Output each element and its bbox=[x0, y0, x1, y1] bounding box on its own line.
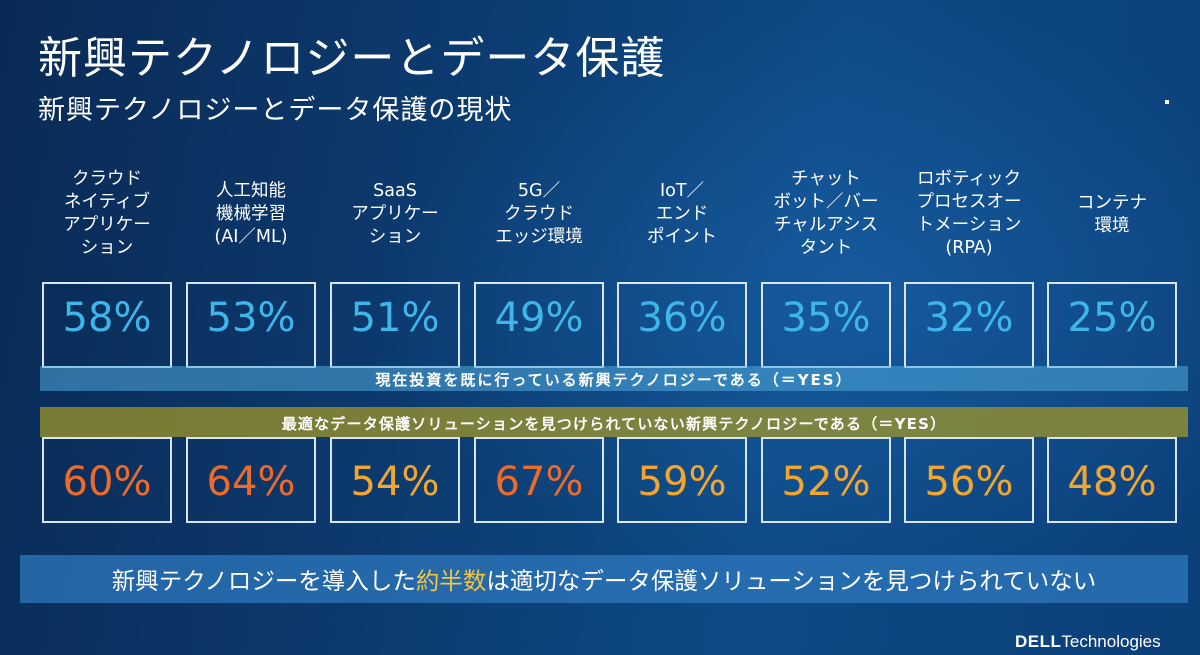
investing-percent-box: 35% bbox=[761, 282, 891, 368]
investing-band-text: 現在投資を既に行っている新興テクノロジーである（＝YES） bbox=[375, 371, 853, 389]
investing-percent: 35% bbox=[781, 295, 871, 341]
no-solution-percent-box: 52% bbox=[761, 437, 891, 523]
bottom-message-bar: 新興テクノロジーを導入した 約半数 は適切なデータ保護ソリューションを見つけられてい… bbox=[20, 555, 1188, 603]
dell-technologies-logo: DELLTechnologies bbox=[1015, 632, 1161, 652]
category-label-line: IoT／ bbox=[659, 181, 705, 201]
category-label-line: チャット bbox=[791, 169, 861, 189]
category-label-line: クラウド bbox=[504, 204, 574, 224]
category-label-line: ション bbox=[368, 227, 422, 247]
slide-subtitle: 新興テクノロジーとデータ保護の現状 bbox=[38, 95, 513, 126]
bottom-message-before: 新興テクノロジーを導入した bbox=[111, 567, 416, 595]
category-label-line: アプリケー bbox=[351, 204, 439, 224]
investing-percent-box: 49% bbox=[474, 282, 604, 368]
logo-suffix: Technologies bbox=[1061, 632, 1161, 651]
category-label-line: ション bbox=[80, 238, 134, 258]
category-label-line: ロボティック bbox=[917, 169, 1021, 189]
bottom-message-highlight: 約半数 bbox=[415, 567, 487, 595]
category-label-line: (AI／ML) bbox=[214, 227, 288, 247]
no-solution-percent-box: 56% bbox=[904, 437, 1034, 523]
category-label-line: 環境 bbox=[1094, 216, 1130, 236]
no-solution-percent-box: 54% bbox=[330, 437, 460, 523]
no-solution-percent: 67% bbox=[494, 459, 584, 505]
slide-title: 新興テクノロジーとデータ保護 bbox=[38, 33, 666, 84]
no-solution-percent-box: 60% bbox=[42, 437, 172, 523]
category-label-line: トメーション bbox=[916, 215, 1022, 235]
category-label-line: SaaS bbox=[373, 181, 417, 201]
category-label: クラウドネイティブアプリケーション bbox=[37, 168, 177, 260]
no-solution-percent: 64% bbox=[206, 459, 296, 505]
no-solution-percent-box: 64% bbox=[186, 437, 316, 523]
category-label: チャットボット／バー チャルアシス タント bbox=[756, 168, 896, 260]
category-label-line: エンド bbox=[655, 204, 709, 224]
no-solution-percent: 60% bbox=[62, 459, 152, 505]
no-solution-percent: 59% bbox=[637, 459, 727, 505]
no-solution-percent-box: 67% bbox=[474, 437, 604, 523]
bottom-message-after: は適切なデータ保護ソリューションを見つけられていない bbox=[486, 567, 1097, 595]
category-label: コンテナ 環境 bbox=[1042, 192, 1182, 238]
investing-percent-box: 36% bbox=[617, 282, 747, 368]
category-label-line: 5G／ bbox=[517, 181, 561, 201]
investing-percent-box: 25% bbox=[1047, 282, 1177, 368]
no-solution-band-text: 最適なデータ保護ソリューションを見つけられていない新興テクノロジーである（＝YE… bbox=[281, 415, 947, 433]
no-solution-percent: 48% bbox=[1067, 459, 1157, 505]
category-label-line: アプリケー bbox=[63, 215, 151, 235]
category-label-line: ネイティブ bbox=[63, 192, 151, 212]
category-label: ロボティック プロセスオー トメーション (RPA) bbox=[899, 168, 1039, 260]
category-label-line: クラウド bbox=[72, 169, 142, 189]
no-solution-percent: 52% bbox=[781, 459, 871, 505]
investing-band: 現在投資を既に行っている新興テクノロジーである（＝YES） bbox=[40, 366, 1188, 391]
investing-percent: 32% bbox=[924, 295, 1014, 341]
no-solution-band: 最適なデータ保護ソリューションを見つけられていない新興テクノロジーである（＝YE… bbox=[40, 407, 1188, 437]
investing-percent: 58% bbox=[62, 295, 152, 341]
investing-percent: 49% bbox=[494, 295, 584, 341]
investing-percent: 36% bbox=[637, 295, 727, 341]
category-label-line: 機械学習 bbox=[216, 204, 286, 224]
investing-percent-box: 58% bbox=[42, 282, 172, 368]
investing-percent: 53% bbox=[206, 295, 296, 341]
category-label-line: プロセスオー bbox=[916, 192, 1022, 212]
category-label-line: (RPA) bbox=[945, 238, 993, 258]
category-label: IoT／ エンドポイント bbox=[612, 180, 752, 249]
investing-percent: 25% bbox=[1067, 295, 1157, 341]
category-label-line: 人工知能 bbox=[216, 181, 286, 201]
no-solution-percent: 54% bbox=[350, 459, 440, 505]
no-solution-percent-box: 59% bbox=[617, 437, 747, 523]
category-label: SaaS アプリケーション bbox=[325, 180, 465, 249]
investing-percent-box: 51% bbox=[330, 282, 460, 368]
category-label-line: タント bbox=[799, 238, 853, 258]
category-label-line: ポイント bbox=[647, 227, 717, 247]
category-label: 5G／ クラウドエッジ環境 bbox=[469, 180, 609, 249]
decorative-dot bbox=[1165, 100, 1169, 104]
category-labels: クラウド ネイティブ アプリケー ション 人工知能 機械学習 (AI／ML) SaaS アプリケ… bbox=[0, 168, 1200, 268]
category-label-line: エッジ環境 bbox=[495, 227, 583, 247]
category-label-line: ボット／バー bbox=[773, 192, 879, 212]
logo-brand: DELL bbox=[1015, 632, 1062, 651]
no-solution-percent-box: 48% bbox=[1047, 437, 1177, 523]
investing-percent-box: 32% bbox=[904, 282, 1034, 368]
category-label-line: チャルアシス bbox=[773, 215, 879, 235]
investing-percent-box: 53% bbox=[186, 282, 316, 368]
investing-percent: 51% bbox=[350, 295, 440, 341]
category-label-line: コンテナ bbox=[1077, 193, 1147, 213]
no-solution-percent: 56% bbox=[924, 459, 1014, 505]
category-label: 人工知能機械学習 (AI／ML) bbox=[181, 180, 321, 249]
